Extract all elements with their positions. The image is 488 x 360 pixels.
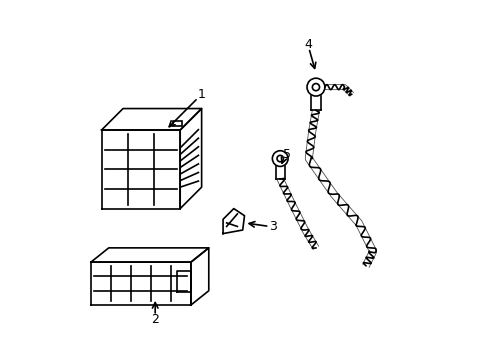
Text: 3: 3 [268, 220, 276, 233]
Text: 1: 1 [197, 88, 205, 101]
Bar [173, 121, 182, 126]
Text: 4: 4 [304, 38, 312, 51]
Text: 2: 2 [151, 313, 159, 326]
Text: 5: 5 [283, 148, 291, 162]
